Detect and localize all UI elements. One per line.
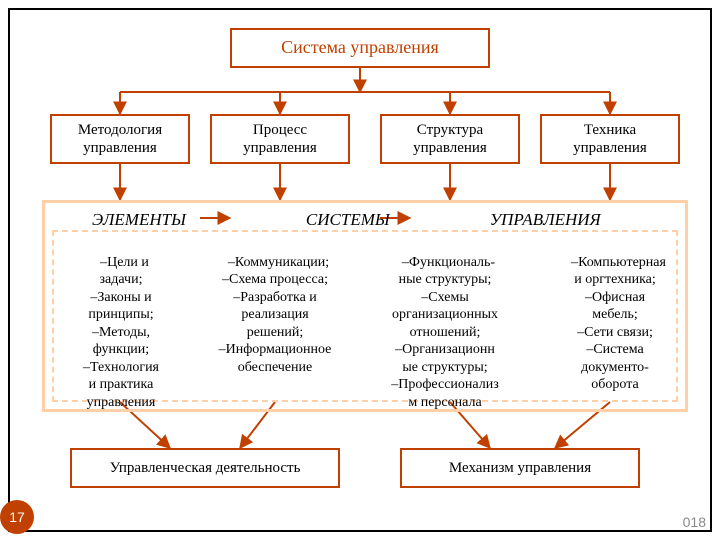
header-word-0: ЭЛЕМЕНТЫ bbox=[92, 210, 186, 234]
section-header: ЭЛЕМЕНТЫ СИСТЕМЫ УПРАВЛЕНИЯ bbox=[92, 210, 601, 234]
l2-text-2: Структура управления bbox=[413, 121, 487, 157]
col-3: –Компьютерная и оргтехника; –Офисная меб… bbox=[540, 236, 690, 394]
col-0: –Цели и задачи; –Законы и принципы; –Мет… bbox=[56, 236, 186, 411]
l2-box-2: Структура управления bbox=[380, 114, 520, 164]
title-text: Система управления bbox=[281, 37, 439, 59]
header-word-1: СИСТЕМЫ bbox=[306, 210, 390, 234]
l2-text-1: Процесс управления bbox=[243, 121, 317, 157]
header-word-2: УПРАВЛЕНИЯ bbox=[490, 210, 601, 234]
bottom-box-0: Управленческая деятельность bbox=[70, 448, 340, 488]
bottom-text-0: Управленческая деятельность bbox=[110, 459, 301, 477]
l2-box-1: Процесс управления bbox=[210, 114, 350, 164]
page-number: 17 bbox=[9, 509, 25, 525]
l2-text-3: Техника управления bbox=[573, 121, 647, 157]
page-number-badge: 17 bbox=[0, 500, 34, 534]
l2-box-0: Методология управления bbox=[50, 114, 190, 164]
year-fragment: 018 bbox=[683, 514, 706, 530]
bottom-text-1: Механизм управления bbox=[449, 459, 591, 477]
col-2: –Функциональ- ные структуры; –Схемы орга… bbox=[360, 236, 530, 411]
bottom-box-1: Механизм управления bbox=[400, 448, 640, 488]
col-1: –Коммуникации; –Схема процесса; –Разрабо… bbox=[190, 236, 360, 376]
l2-box-3: Техника управления bbox=[540, 114, 680, 164]
col-text-3: –Компьютерная и оргтехника; –Офисная меб… bbox=[571, 255, 666, 393]
col-text-1: –Коммуникации; –Схема процесса; –Разрабо… bbox=[219, 255, 332, 375]
col-text-2: –Функциональ- ные структуры; –Схемы орга… bbox=[391, 255, 499, 410]
l2-text-0: Методология управления bbox=[78, 121, 162, 157]
col-text-0: –Цели и задачи; –Законы и принципы; –Мет… bbox=[83, 255, 159, 410]
title-box: Система управления bbox=[230, 28, 490, 68]
